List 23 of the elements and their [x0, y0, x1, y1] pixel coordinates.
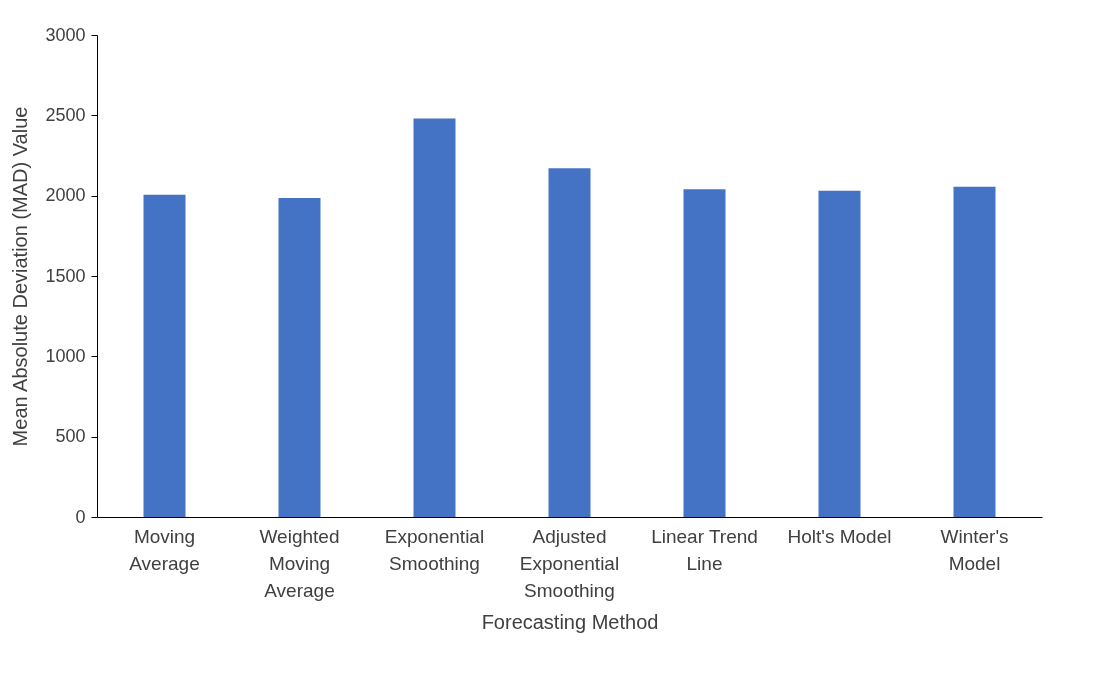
x-tick-label: Exponential Smoothing: [384, 525, 485, 574]
x-tick-label: Moving Average: [129, 525, 200, 574]
bar: [413, 118, 456, 517]
bar: [953, 186, 996, 517]
x-tick-label: Adjusted Exponential Smoothing: [519, 525, 620, 601]
y-tick-label: 1500: [45, 265, 86, 286]
y-tick-label: 0: [75, 506, 86, 527]
bar: [683, 189, 726, 517]
bar: [818, 190, 861, 517]
bar: [278, 198, 321, 517]
y-tick-label: 3000: [45, 24, 86, 45]
y-axis-title: Mean Absolute Deviation (MAD) Value: [9, 106, 32, 447]
x-tick-label: Linear Trend Line: [651, 525, 758, 574]
y-tick-label: 1000: [45, 345, 86, 366]
bar: [548, 168, 591, 517]
y-tick-label: 2000: [45, 185, 86, 206]
x-tick-label: Weighted Moving Average: [259, 525, 340, 601]
x-tick-label: Holt's Model: [787, 525, 892, 547]
x-tick-label: Winter's Model: [940, 525, 1009, 574]
y-tick-label: 2500: [45, 104, 86, 125]
bar: [143, 194, 186, 517]
y-tick-label: 500: [55, 426, 86, 447]
x-axis-title: Forecasting Method: [481, 610, 659, 633]
